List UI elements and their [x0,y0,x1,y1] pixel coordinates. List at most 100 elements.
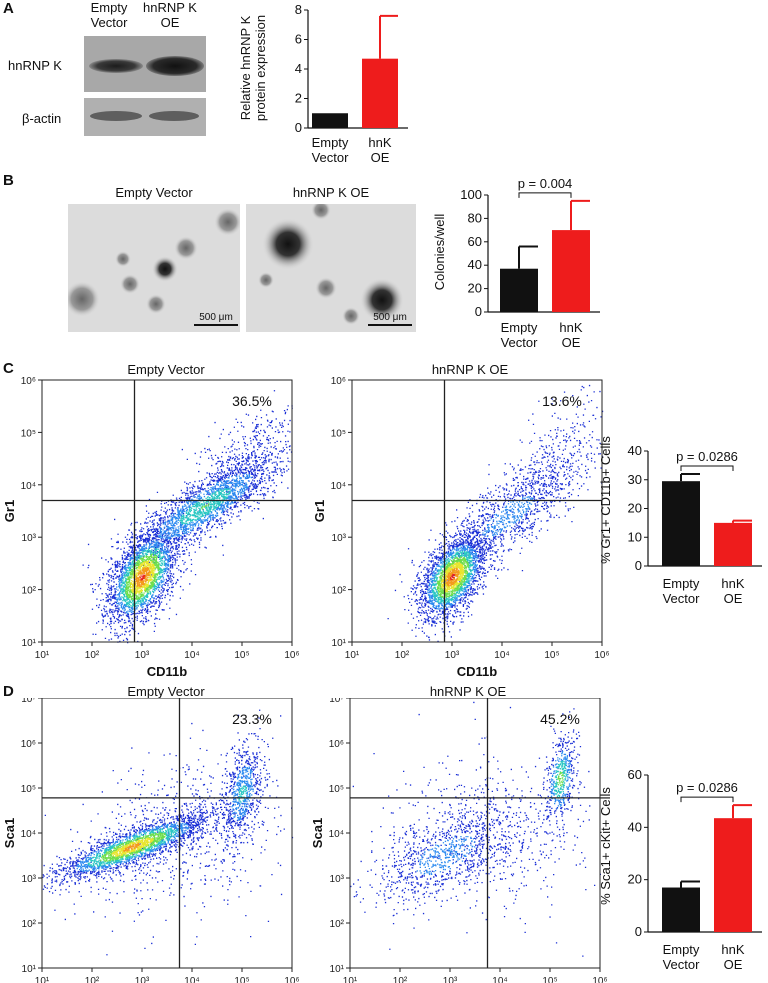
bar-empty-vector [662,887,700,932]
y-tick-label: 10² [22,586,37,597]
y-tick-label: 4 [295,61,302,76]
y-axis-label: % Sca1+ cKit+ Cells [598,787,613,905]
density-level [115,473,252,614]
significance-bracket [680,796,734,803]
image-title-empty: Empty Vector [115,185,193,200]
plot-frame [41,379,293,643]
x-tick-label: 10³ [135,976,150,983]
category-label: Empty Vector [501,320,539,350]
quadrant-percent: 23.3% [232,711,272,727]
x-tick-label: 10¹ [345,650,360,661]
scale-bar-label-oe: 500 μm [373,312,407,323]
flow-plot-c-empty: 36.5% 10¹ 10² 10³ 10⁴ 10⁵ 10⁶ 10¹ 10² 10³ 10⁴ 10⁵ 10… [2,376,300,676]
x-tick-label: 10² [85,976,100,983]
density-level [135,567,151,588]
y-tick-label: 0 [635,924,642,939]
quadrant-percent: 45.2% [540,711,580,727]
y-tick-label: 6 [295,32,302,47]
x-tick-label: 10⁵ [544,650,559,661]
chart-c: 0 10 20 30 40 Empty Vector hnK OE % Gr1+ CD11b+ C… [598,436,762,606]
y-tick-label: 80 [468,210,482,225]
x-tick-label: 10⁵ [234,976,249,983]
density-level [350,701,601,957]
p-value-label: p = 0.0286 [676,449,738,464]
bar-hnk-oe [714,522,752,566]
x-tick-label: 10⁵ [542,976,557,983]
y-axis-label: % Gr1+ CD11b+ Cells [598,436,613,564]
y-tick-label: 10⁶ [329,739,344,750]
p-value-label: p = 0.0286 [676,780,738,795]
lane-label-empty-vector: Empty Vector [90,0,128,30]
y-tick-label: 10¹ [332,638,347,649]
y-tick-label: 10 [628,529,642,544]
significance-bracket [680,465,734,471]
bar-hnk-oe [714,818,752,932]
quadrant-percent: 36.5% [232,393,272,409]
flow-title-d-oe: hnRNP K OE [429,684,507,699]
flow-plot-d-oe: 45.2% 10¹ 10² 10³ 10⁴ 10⁵ 10⁶ 10¹ 10² 10³ 10⁴ 10⁵ 10… [310,698,608,983]
category-label: hnK OE [368,135,391,165]
y-axis-label: Sca1 [310,818,325,848]
y-tick-label: 100 [460,187,482,202]
density-level [99,832,166,862]
scale-bar-label-empty: 500 μm [199,312,233,323]
y-tick-label: 10² [330,919,345,930]
y-tick-label: 8 [295,2,302,17]
y-tick-label: 10⁶ [21,376,36,387]
band-actin-oe [149,111,199,121]
y-tick-label: 10¹ [330,964,345,975]
y-tick-label: 0 [635,558,642,573]
x-tick-label: 10⁴ [492,976,507,983]
density-level [129,560,156,595]
bar-hnk-oe [552,230,590,312]
colony-image-hnrnpk-oe: 500 μm [246,204,416,332]
category-label: Empty Vector [663,942,701,972]
x-tick-label: 10¹ [35,650,50,661]
y-tick-label: 20 [628,501,642,516]
y-tick-label: 10⁷ [329,698,344,705]
row-label-actin: β-actin [22,111,62,126]
y-tick-label: 10⁵ [329,784,344,795]
y-tick-label: 40 [468,257,482,272]
density-level [445,567,460,587]
density-level [449,573,456,581]
x-axis-label: CD11b [457,664,498,676]
y-tick-label: 0 [295,120,302,135]
panel-letter-d: D [3,683,14,700]
density-level [111,837,154,857]
bar-empty-vector [662,481,700,566]
density-level [387,384,604,642]
y-axis-label: Sca1 [2,818,17,848]
band-actin-empty [90,111,142,121]
y-axis-label: Colonies/well [432,214,447,291]
bar-empty-vector [312,113,348,128]
density-level [440,562,465,593]
flow-title-d-empty: Empty Vector [127,684,205,699]
bar-hnk-oe [362,58,398,128]
colony-image-empty-vector: 500 μm [68,204,240,332]
y-tick-label: 30 [628,472,642,487]
density-level [82,390,293,644]
plot-frame [41,698,293,969]
density-level [139,574,146,581]
y-tick-label: 10⁵ [21,784,36,795]
scatter-points [387,384,604,642]
x-tick-label: 10¹ [343,976,358,983]
x-tick-label: 10⁴ [184,650,199,661]
y-tick-label: 10³ [22,874,37,885]
x-tick-label: 10² [85,650,100,661]
y-tick-label: 10⁴ [329,829,344,840]
scatter-points [350,701,601,957]
x-tick-label: 10² [395,650,410,661]
blot-actin [84,98,206,136]
density-level [427,496,534,610]
band-empty-vector [89,59,143,73]
x-axis-label: CD11b [147,664,188,676]
x-tick-label: 10³ [443,976,458,983]
y-tick-label: 20 [468,281,482,296]
y-tick-label: 10³ [330,874,345,885]
y-tick-label: 10³ [332,533,347,544]
density-level [431,550,474,604]
y-tick-label: 60 [628,767,642,782]
p-value-label: p = 0.004 [518,176,573,191]
